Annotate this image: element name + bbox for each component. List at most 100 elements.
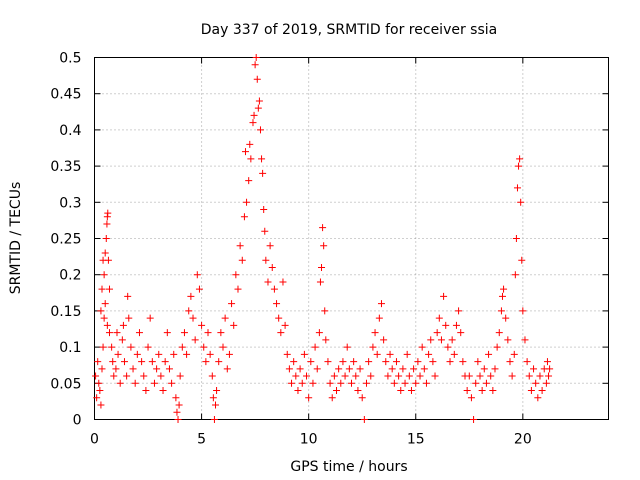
data-point — [318, 263, 326, 271]
data-point — [252, 54, 260, 61]
data-point — [313, 365, 321, 373]
data-point — [95, 379, 103, 387]
data-point — [328, 394, 336, 402]
data-point — [463, 387, 471, 395]
data-point — [250, 111, 258, 119]
data-point — [198, 321, 206, 329]
data-point — [174, 416, 182, 423]
data-point — [382, 358, 390, 366]
data-points — [92, 54, 554, 423]
data-point — [258, 155, 266, 163]
data-point — [206, 350, 214, 358]
data-point — [545, 372, 553, 380]
data-point — [173, 408, 181, 416]
data-point — [320, 242, 328, 250]
data-point — [506, 358, 514, 366]
data-point — [290, 358, 298, 366]
data-point — [448, 336, 456, 344]
data-point — [178, 343, 186, 351]
data-point — [521, 336, 529, 344]
x-tick-label: 20 — [514, 432, 532, 448]
data-point — [380, 336, 388, 344]
data-point — [189, 314, 197, 322]
data-point — [99, 343, 107, 351]
data-point — [457, 329, 465, 337]
data-point — [273, 300, 281, 308]
data-point — [283, 350, 291, 358]
data-point — [543, 358, 551, 366]
data-point — [316, 278, 324, 286]
data-point — [163, 329, 171, 337]
data-point — [367, 372, 375, 380]
data-point — [208, 372, 216, 380]
data-point — [144, 343, 152, 351]
data-point — [538, 387, 546, 395]
y-tick-label: 0 — [73, 413, 82, 429]
data-point — [221, 314, 229, 322]
data-point — [232, 271, 240, 279]
y-tick-label: 0.15 — [50, 304, 81, 320]
data-point — [371, 329, 379, 337]
data-point — [330, 372, 338, 380]
data-point — [352, 372, 360, 380]
data-point — [388, 365, 396, 373]
data-point — [116, 379, 124, 387]
data-point — [315, 329, 323, 337]
data-point — [135, 329, 143, 337]
data-point — [440, 292, 448, 300]
data-point — [303, 372, 311, 380]
data-point — [104, 256, 112, 264]
data-point — [172, 394, 180, 402]
data-point — [333, 387, 341, 395]
data-point — [502, 314, 510, 322]
data-point — [92, 372, 100, 380]
data-point — [101, 300, 109, 308]
data-point — [153, 365, 161, 373]
y-tick-label: 0.1 — [59, 340, 81, 356]
data-point — [470, 416, 478, 423]
data-point — [113, 329, 121, 337]
y-axis-label: SRMTID / TECUs — [8, 182, 24, 295]
data-point — [343, 343, 351, 351]
data-point — [292, 372, 300, 380]
data-point — [525, 372, 533, 380]
data-point — [546, 365, 554, 373]
data-point — [261, 227, 269, 235]
data-point — [180, 329, 188, 337]
data-point — [356, 365, 364, 373]
data-point — [500, 285, 508, 293]
data-point — [491, 365, 499, 373]
data-point — [517, 198, 525, 206]
data-point — [452, 321, 460, 329]
data-point — [100, 314, 108, 322]
data-point — [433, 329, 441, 337]
data-point — [138, 358, 146, 366]
data-point — [225, 350, 233, 358]
data-point — [373, 350, 381, 358]
data-point — [399, 365, 407, 373]
data-point — [230, 321, 238, 329]
data-point — [260, 206, 268, 214]
y-tick-label: 0.05 — [50, 376, 81, 392]
data-point — [183, 350, 191, 358]
data-point — [534, 394, 542, 402]
data-point — [345, 365, 353, 373]
data-point — [407, 387, 415, 395]
data-point — [165, 365, 173, 373]
data-point — [450, 350, 458, 358]
data-point — [114, 350, 122, 358]
data-point — [467, 394, 475, 402]
data-point — [431, 372, 439, 380]
y-tick-label: 0.5 — [59, 51, 81, 67]
data-point — [414, 358, 422, 366]
data-point — [311, 343, 319, 351]
data-point — [204, 329, 212, 337]
data-point — [442, 321, 450, 329]
data-point — [485, 350, 493, 358]
data-point — [418, 343, 426, 351]
data-point — [319, 224, 327, 232]
y-tick-label: 0.2 — [59, 268, 81, 284]
data-point — [97, 307, 105, 315]
data-point — [392, 358, 400, 366]
data-point — [341, 372, 349, 380]
